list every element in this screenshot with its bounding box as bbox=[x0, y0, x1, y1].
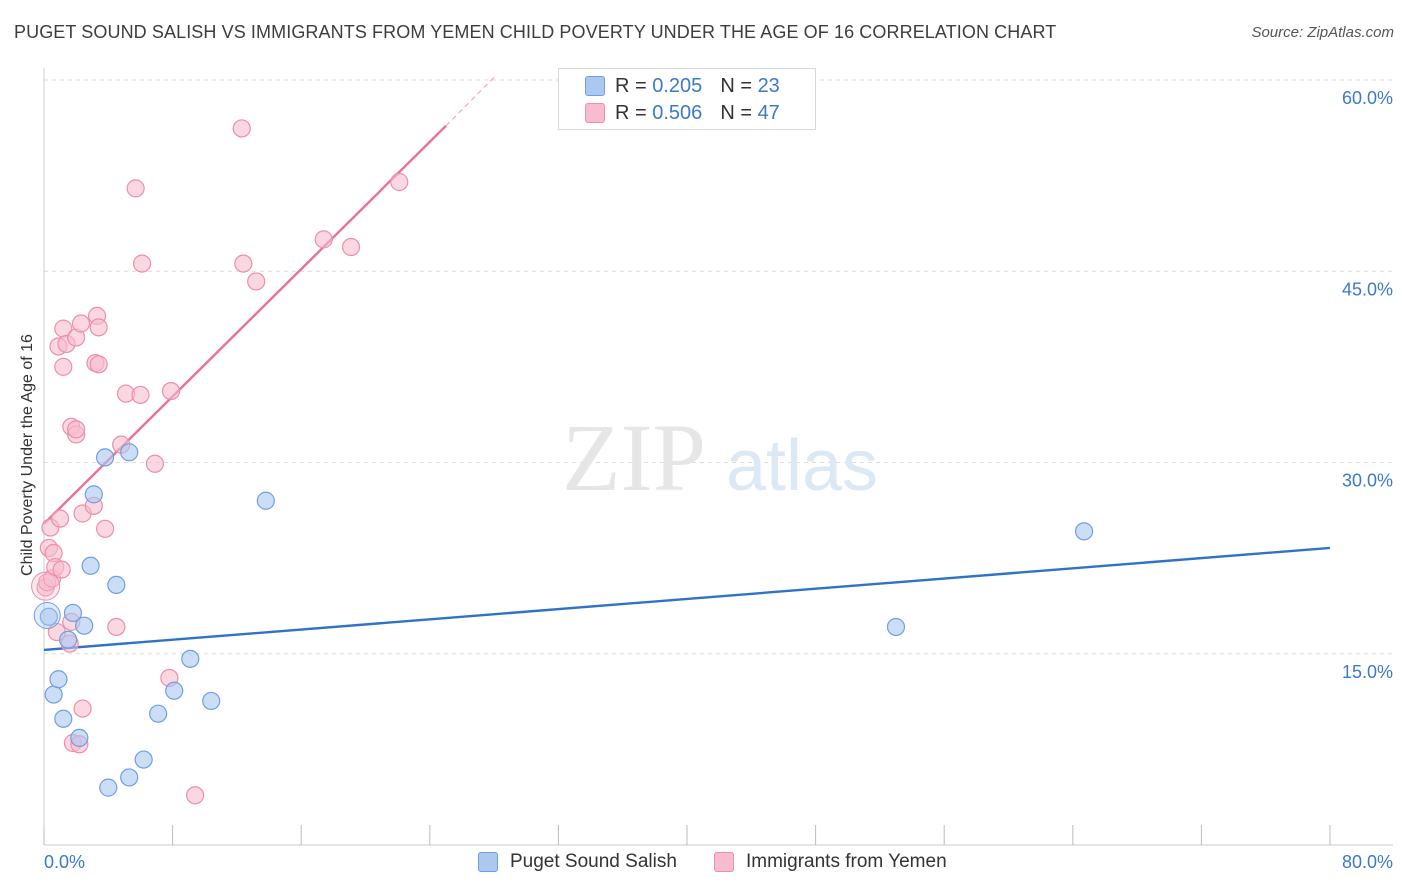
yemen-point bbox=[161, 382, 181, 401]
yemen-point bbox=[73, 699, 92, 718]
grid-layer bbox=[44, 79, 1393, 655]
yemen-point bbox=[31, 571, 61, 601]
x-tick-label-min: 0.0% bbox=[44, 852, 86, 872]
salish-point bbox=[39, 607, 58, 626]
points-layer bbox=[31, 119, 1094, 805]
chart-title: PUGET SOUND SALISH VS IMMIGRANTS FROM YE… bbox=[14, 22, 1057, 42]
salish-point bbox=[256, 491, 275, 510]
salish-point bbox=[181, 649, 200, 668]
legend-r-label: R = bbox=[615, 74, 647, 97]
x-tick-label-max: 80.0% bbox=[1341, 852, 1393, 872]
watermark: ZIP atlas bbox=[562, 404, 878, 511]
legend-r-value-yemen: 0.506 bbox=[652, 101, 703, 124]
yemen-point bbox=[89, 318, 108, 337]
bottom-legend-label-salish: Puget Sound Salish bbox=[510, 851, 677, 872]
yemen-point bbox=[234, 254, 253, 273]
legend-n-label: N = bbox=[720, 101, 752, 124]
yemen-point bbox=[314, 230, 333, 249]
yemen-point bbox=[67, 420, 86, 439]
bottom-legend-yemen: Immigrants from Yemen bbox=[714, 851, 947, 873]
bottom-legend: Puget Sound Salish Immigrants from Yemen bbox=[0, 851, 1406, 879]
salish-point bbox=[120, 443, 139, 462]
watermark-zip: ZIP bbox=[562, 404, 706, 511]
yemen-trend-extension bbox=[445, 76, 495, 127]
yemen-point bbox=[341, 237, 361, 257]
legend-swatch-salish bbox=[585, 76, 605, 96]
legend-n-value-salish: 23 bbox=[757, 74, 780, 97]
y-tick-label: 60.0% bbox=[1342, 88, 1393, 108]
yemen-point bbox=[126, 179, 145, 198]
salish-point bbox=[75, 616, 94, 635]
yemen-point bbox=[95, 519, 115, 538]
salish-point bbox=[202, 691, 221, 711]
salish-point bbox=[886, 617, 906, 637]
salish-point bbox=[107, 575, 126, 595]
yemen-point bbox=[232, 119, 251, 138]
watermark-atlas: atlas bbox=[726, 426, 878, 506]
salish-point bbox=[95, 448, 115, 467]
axis-layer bbox=[43, 68, 1393, 846]
legend-r-label: R = bbox=[615, 101, 647, 124]
y-tick-label: 15.0% bbox=[1342, 662, 1393, 682]
bottom-legend-swatch-yemen bbox=[714, 852, 734, 872]
bottom-legend-label-yemen: Immigrants from Yemen bbox=[746, 851, 947, 872]
legend-n-label: N = bbox=[720, 74, 752, 97]
yemen-point bbox=[390, 172, 409, 192]
salish-point bbox=[33, 602, 61, 629]
legend-row-salish: R = 0.205 N = 23 bbox=[585, 74, 780, 98]
yemen-point bbox=[247, 272, 266, 291]
bottom-legend-swatch-salish bbox=[478, 852, 498, 872]
salish-point bbox=[99, 778, 118, 797]
salish-point bbox=[59, 630, 78, 649]
salish-point bbox=[84, 485, 103, 504]
salish-point bbox=[63, 603, 83, 623]
salish-trend-line bbox=[43, 546, 1331, 652]
salish-point bbox=[1074, 522, 1094, 541]
legend-row-yemen: R = 0.506 N = 47 bbox=[585, 101, 780, 125]
salish-point bbox=[120, 768, 139, 787]
salish-point bbox=[70, 728, 89, 748]
salish-point bbox=[81, 556, 100, 575]
yemen-point bbox=[50, 509, 70, 528]
salish-point bbox=[49, 670, 68, 689]
yemen-point bbox=[52, 560, 71, 579]
source-label: Source: ZipAtlas.com bbox=[1251, 24, 1394, 41]
trend-layer bbox=[43, 76, 1331, 652]
yemen-point bbox=[89, 355, 108, 374]
legend-r-value-salish: 0.205 bbox=[652, 74, 703, 97]
yemen-point bbox=[107, 617, 126, 637]
salish-point bbox=[134, 750, 153, 769]
yemen-point bbox=[132, 254, 152, 273]
salish-point bbox=[44, 685, 63, 704]
yemen-point bbox=[145, 454, 165, 473]
y-tick-labels: 15.0% 30.0% 45.0% 60.0% bbox=[1342, 88, 1393, 682]
legend-n-value-yemen: 47 bbox=[757, 101, 780, 124]
yemen-point bbox=[54, 357, 73, 376]
yemen-point bbox=[186, 786, 205, 805]
bottom-legend-salish: Puget Sound Salish bbox=[478, 851, 677, 873]
salish-point bbox=[149, 704, 168, 723]
salish-point bbox=[165, 681, 184, 700]
legend-box: R = 0.205 N = 23 R = 0.506 N = 47 bbox=[558, 68, 816, 130]
salish-point bbox=[54, 709, 73, 728]
yemen-point bbox=[131, 385, 150, 405]
legend-swatch-yemen bbox=[585, 103, 605, 123]
y-tick-label: 45.0% bbox=[1342, 279, 1393, 299]
y-tick-label: 30.0% bbox=[1342, 471, 1393, 491]
yemen-point bbox=[71, 314, 91, 333]
